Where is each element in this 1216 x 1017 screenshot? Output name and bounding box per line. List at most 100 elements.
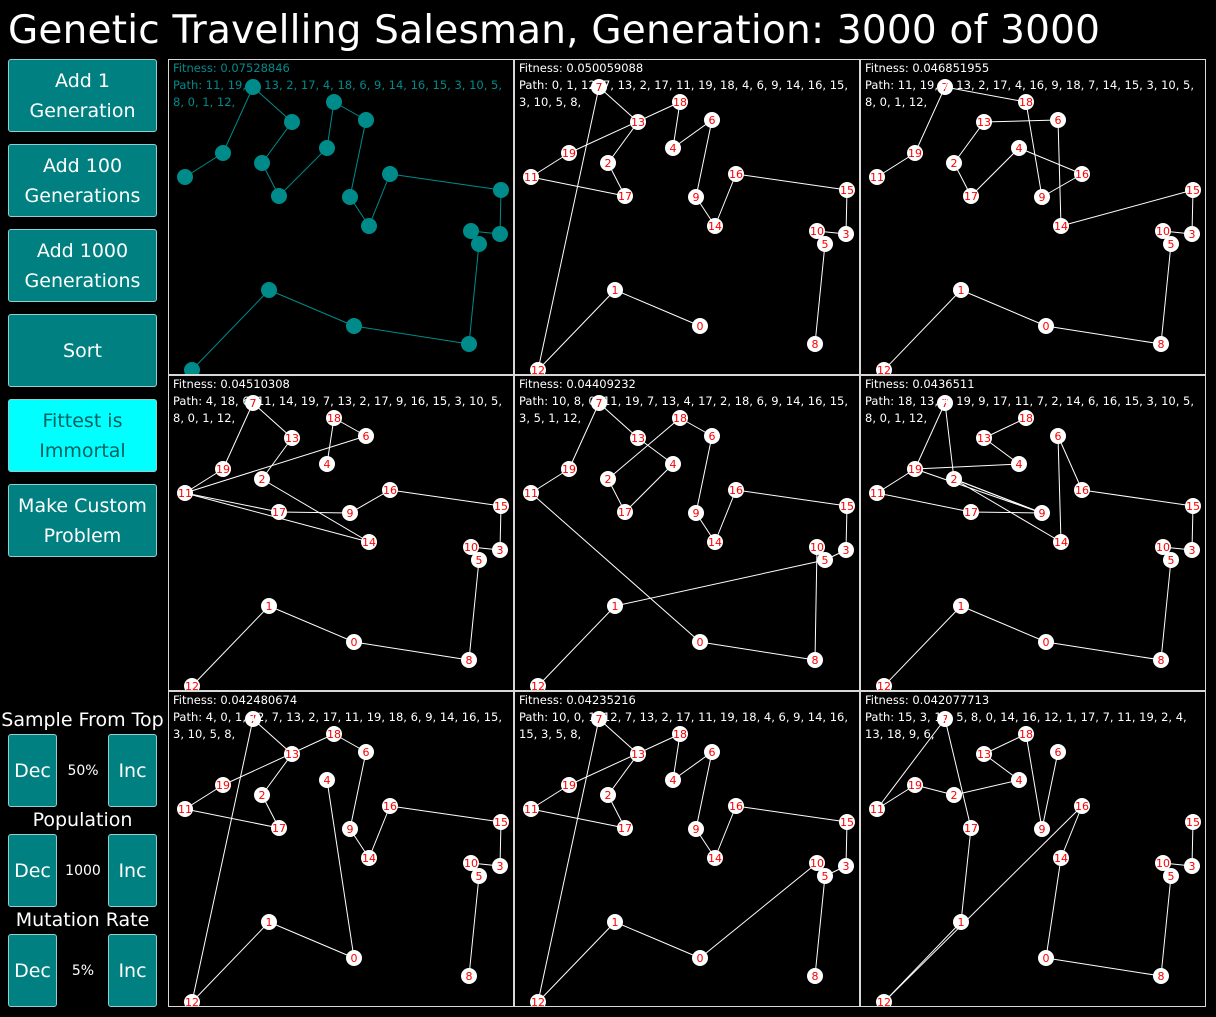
fitness-label: Fitness: 0.04510308 [173,377,290,391]
city-label: 1 [266,600,273,613]
tour-edge [970,511,1043,514]
path-label: Path: 10, 8, 0, 11, 19, 7, 13, 4, 17, 2,… [519,394,849,425]
city-node [672,410,688,426]
tour-edge [537,289,616,371]
city-label: 19 [908,463,922,476]
mutation-rate-inc-button[interactable]: Inc [108,934,157,1007]
tour-edge [953,121,985,164]
city-label: 12 [185,996,199,1007]
city-node [1185,182,1201,198]
city-node [963,820,979,836]
city-label: 17 [964,822,978,835]
tour-edge [607,121,639,164]
tour-edge [714,173,737,227]
tour-edge [699,641,816,661]
city-label: 6 [1055,114,1062,127]
city-label: 2 [259,789,266,802]
tour-edge [983,119,1059,123]
city-node [1155,855,1171,871]
city-label: 0 [351,952,358,965]
fitness-label: Fitness: 0.04235216 [519,693,636,707]
city-label: 9 [693,507,700,520]
add-1000-generations-button[interactable]: Add 1000 Generations [8,229,157,302]
city-label: 4 [670,774,677,787]
sample-from-top-inc-button[interactable]: Inc [108,734,157,807]
tour-edge [537,605,616,687]
tour-edge [389,173,502,191]
tour-edge [735,805,848,823]
city-node [177,801,193,817]
sample-from-top-dec-button[interactable]: Dec [8,734,57,807]
city-label: 7 [942,397,949,410]
city-label: 1 [266,284,273,297]
city-node [963,188,979,204]
city-label: 17 [272,822,286,835]
tour-edge [614,289,701,327]
tour-edge [695,119,713,198]
city-node [254,471,270,487]
sample-from-top-value: 50% [67,763,99,779]
city-node [976,430,992,446]
city-label: 18 [327,96,341,109]
city-label: 10 [464,541,478,554]
tour-edge [191,605,270,687]
population-dec-button[interactable]: Dec [8,834,57,907]
tour-edge [568,101,681,154]
city-label: 4 [324,142,331,155]
city-node [561,145,577,161]
city-node [245,395,261,411]
tour-edge [389,489,502,507]
tour-edge [614,559,826,607]
tour-edge [261,437,293,480]
city-label: 19 [216,463,230,476]
city-label: 18 [1019,96,1033,109]
city-label: 18 [673,412,687,425]
make-custom-problem-button[interactable]: Make Custom Problem [8,484,157,557]
tour-edge [326,779,355,959]
fitness-label: Fitness: 0.042077713 [865,693,990,707]
city-label: 10 [810,857,824,870]
tour-edge [714,489,737,543]
city-label: 8 [812,338,819,351]
tour-edge [568,733,681,786]
city-node [692,318,708,334]
tour-edge [695,435,713,514]
city-node [1034,189,1050,205]
city-label: 11 [524,803,538,816]
city-label: 12 [531,996,545,1007]
city-label: 2 [951,473,958,486]
city-node [869,801,885,817]
city-node [600,471,616,487]
city-node [617,820,633,836]
city-node [692,950,708,966]
city-node [937,711,953,727]
city-label: 13 [285,748,299,761]
add-100-generations-button[interactable]: Add 100 Generations [8,144,157,217]
path-label: Path: 15, 3, 10, 5, 8, 0, 14, 16, 12, 1,… [865,710,1187,741]
city-node [907,145,923,161]
city-label: 6 [363,114,370,127]
mutation-rate-dec-button[interactable]: Dec [8,934,57,1007]
tour-edge [614,921,701,959]
population-inc-button[interactable]: Inc [108,834,157,907]
city-label: 19 [908,147,922,160]
tour-edge [1018,147,1083,175]
tour-edge [1057,435,1062,543]
tour-edge [953,779,1020,796]
tour-edge [914,463,1020,470]
city-node [937,79,953,95]
tour-edge [960,605,1047,643]
sort-button[interactable]: Sort [8,314,157,387]
city-label: 7 [942,81,949,94]
city-label: 17 [272,190,286,203]
city-label: 5 [476,238,483,251]
city-node [493,182,509,198]
city-node [807,968,823,984]
city-node [665,456,681,472]
add-1-generation-button[interactable]: Add 1 Generation [8,59,157,132]
city-node [326,94,342,110]
fittest-is-immortal-button[interactable]: Fittest is Immortal [8,399,157,472]
path-label: Path: 11, 19, 7, 13, 2, 17, 4, 18, 6, 9,… [173,78,503,109]
tour-edge [368,173,391,227]
